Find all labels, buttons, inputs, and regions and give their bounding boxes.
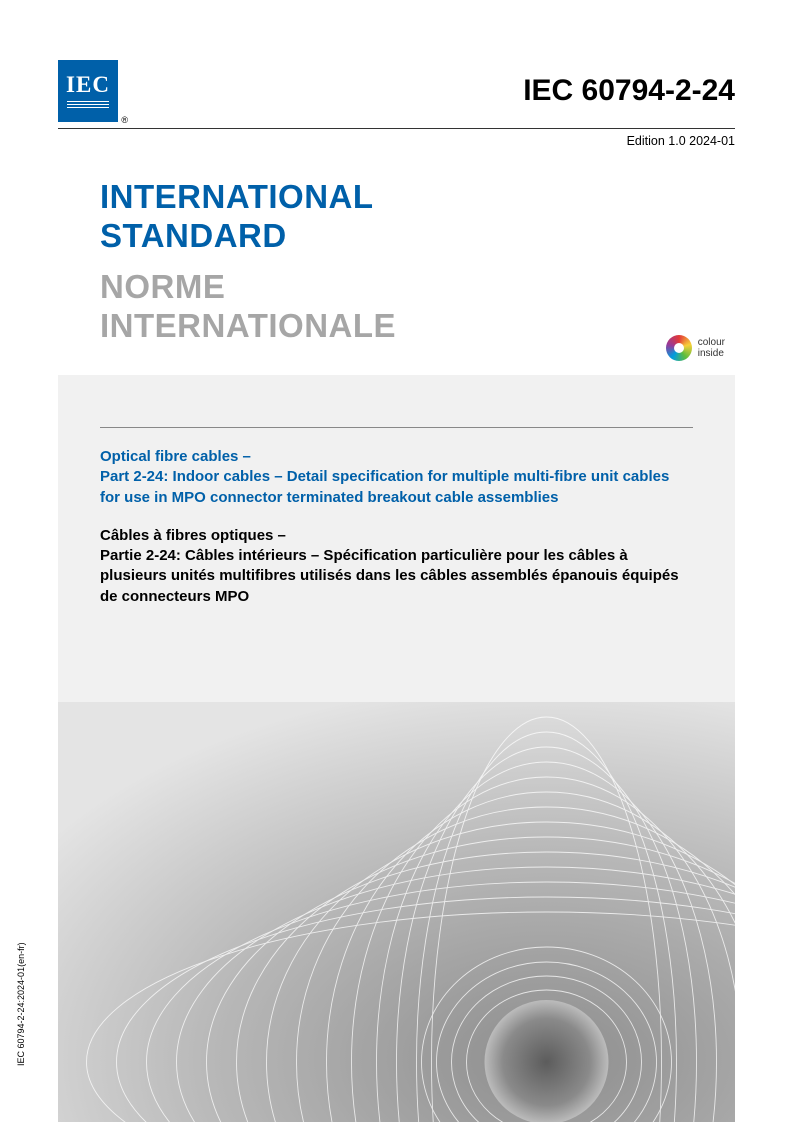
title-fr-line2: Partie 2-24: Câbles intérieurs – Spécifi… — [100, 546, 693, 607]
inner-rule — [100, 427, 693, 428]
edition-text: Edition 1.0 2024-01 — [627, 134, 735, 148]
title-en-line2: Part 2-24: Indoor cables – Detail specif… — [100, 467, 693, 508]
registered-mark: ® — [121, 115, 128, 125]
title-fr-line1: Câbles à fibres optiques – — [100, 526, 693, 546]
title-block: Optical fibre cables – Part 2-24: Indoor… — [100, 447, 693, 607]
heading-fr-line1: NORME — [100, 268, 396, 307]
heading-en-line2: STANDARD — [100, 217, 374, 256]
logo-underline-icon — [67, 101, 109, 110]
iec-logo: IEC ® — [58, 60, 118, 122]
heading-french: NORME INTERNATIONALE — [100, 268, 396, 346]
title-english: Optical fibre cables – Part 2-24: Indoor… — [100, 447, 693, 508]
header-rule — [58, 128, 735, 129]
heading-fr-line2: INTERNATIONALE — [100, 307, 396, 346]
colour-wheel-icon — [666, 335, 692, 361]
content-panel: Optical fibre cables – Part 2-24: Indoor… — [58, 375, 735, 1122]
document-number: IEC 60794-2-24 — [523, 74, 735, 108]
cover-page: IEC ® IEC 60794-2-24 Edition 1.0 2024-01… — [0, 0, 793, 1122]
heading-en-line1: INTERNATIONAL — [100, 178, 374, 217]
title-en-line1: Optical fibre cables – — [100, 447, 693, 467]
colour-label: colour inside — [698, 337, 725, 359]
colour-inside-badge: colour inside — [666, 335, 725, 361]
heading-english: INTERNATIONAL STANDARD — [100, 178, 374, 256]
logo-text: IEC — [66, 72, 110, 98]
title-french: Câbles à fibres optiques – Partie 2-24: … — [100, 526, 693, 607]
cover-artwork — [58, 702, 735, 1122]
spine-text: IEC 60794-2-24:2024-01(en-fr) — [16, 942, 26, 1066]
